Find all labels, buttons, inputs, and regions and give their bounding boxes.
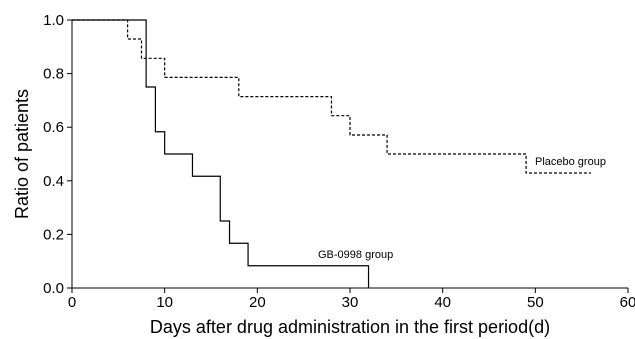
series-layer: [72, 19, 591, 288]
x-tick-label: 30: [342, 294, 359, 311]
x-tick-label: 10: [156, 294, 173, 311]
gb-0998-group-line: [72, 19, 370, 288]
x-ticks: 0 10 20 30 40 50 60: [68, 288, 635, 311]
y-axis-title: Ratio of patients: [12, 89, 32, 219]
y-ticks: 0.0 0.2 0.4 0.6 0.8 1.0: [43, 12, 72, 297]
x-tick-label: 50: [527, 294, 544, 311]
series-labels: Placebo group GB-0998 group: [318, 156, 606, 261]
x-tick-label: 20: [249, 294, 266, 311]
y-tick-label: 0.2: [43, 226, 64, 243]
y-tick-label: 1.0: [43, 12, 64, 29]
x-tick-label: 40: [434, 294, 451, 311]
y-tick-label: 0.6: [43, 119, 64, 136]
axes: 0 10 20 30 40 50 60 0.0 0.2 0.4 0.6 0.8 1.0: [43, 12, 635, 311]
y-tick-label: 0.0: [43, 280, 64, 297]
placebo-group-line: [72, 19, 591, 174]
x-tick-label: 0: [68, 294, 76, 311]
gb-0998-group-label: GB-0998 group: [318, 249, 393, 261]
placebo-group-label: Placebo group: [535, 156, 606, 168]
y-tick-label: 0.4: [43, 173, 64, 190]
y-tick-label: 0.8: [43, 66, 64, 83]
x-tick-label: 60: [620, 294, 635, 311]
x-axis-title: Days after drug administration in the fi…: [150, 317, 550, 337]
